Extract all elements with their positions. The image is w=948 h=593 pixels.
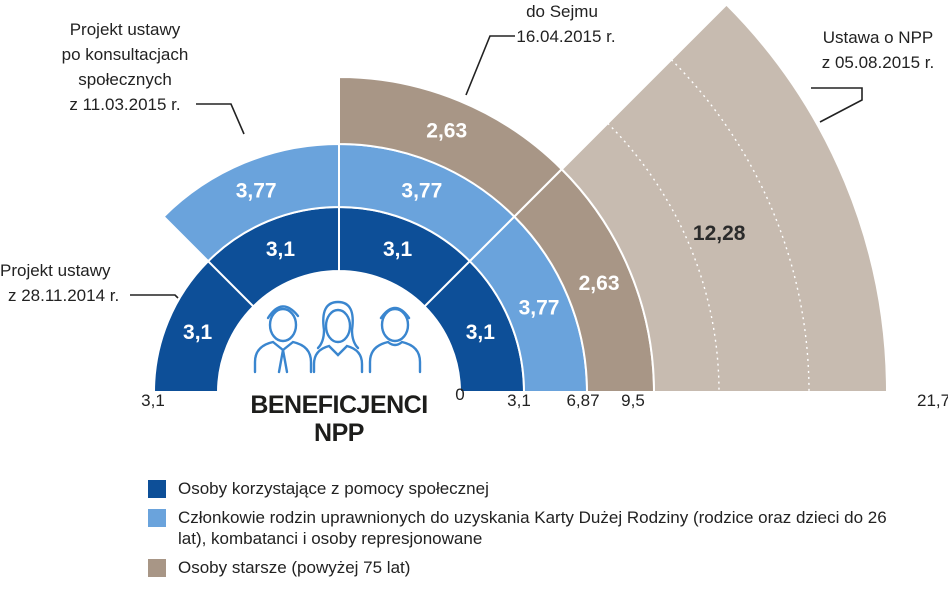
annotation-stage-2-line-3: społecznych (78, 70, 172, 89)
legend-label-elderly: Osoby starsze (powyżej 75 lat) (178, 558, 411, 577)
annotation-stage-3-line-1: do Sejmu (526, 2, 598, 21)
label-stage-3-family: 3,77 (401, 180, 442, 203)
legend-item-social: Osoby korzystające z pomocy społecznej (148, 478, 908, 499)
chart-wedges (152, 3, 889, 393)
label-stage-1-social: 3,1 (183, 321, 213, 344)
chart-title-line-2: NPP (314, 419, 364, 447)
legend-swatch-elderly (148, 559, 166, 577)
dashed-arc-1 (607, 122, 720, 393)
label-stage-3-social: 3,1 (383, 238, 413, 261)
dashed-arc-2 (670, 59, 810, 393)
label-stage-3-elderly: 2,63 (426, 119, 467, 142)
label-stage-4-family: 3,77 (519, 297, 560, 320)
label-stage-2-family: 3,77 (236, 180, 277, 203)
axis-tick-6-87: 6,87 (566, 391, 599, 410)
axis-tick-0: 0 (455, 385, 464, 404)
annotation-stage-2-line-1: Projekt ustawy (70, 20, 181, 39)
axis-tick-21-78: 21,78mln (917, 391, 948, 410)
annotation-stage-1-line-2: z 28.11.2014 r. (8, 286, 119, 305)
people-icon (253, 300, 422, 374)
annotation-stage-2-line-4: z 11.03.2015 r. (69, 95, 180, 114)
label-stage-4-social: 3,1 (466, 321, 496, 344)
annotation-stage-1: Projekt ustawy z 28.11.2014 r. (0, 261, 179, 305)
wedge-stage-3-elderly (338, 75, 564, 219)
annotation-stage-2: Projekt ustawy po konsultacjach społeczn… (62, 20, 245, 135)
annotation-stage-4: Ustawa o NPP z 05.08.2015 r. (811, 28, 934, 123)
wedge-stage-4-elderly_total (560, 3, 889, 393)
wedge-stage-1-social (152, 259, 255, 393)
legend-label-family: Członkowie rodzin uprawnionych do uzyska… (178, 508, 887, 548)
wedge-stage-2-family (162, 142, 340, 263)
axis-tick-9-5: 9,5 (621, 391, 645, 410)
axis-tick-left-3-1: 3,1 (141, 391, 165, 410)
annotation-stage-3-line-2: 16.04.2015 r. (516, 27, 615, 46)
legend-swatch-family (148, 509, 166, 527)
chart-title-line-1: BENEFICJENCI (250, 391, 427, 419)
annotation-stage-2-line-2: po konsultacjach (62, 45, 189, 64)
legend-swatch-social (148, 480, 166, 498)
axis-tick-3-1: 3,1 (507, 391, 531, 410)
legend-item-elderly: Osoby starsze (powyżej 75 lat) (148, 557, 908, 578)
annotation-stage-4-line-1: Ustawa o NPP (823, 28, 934, 47)
annotation-stage-4-line-2: z 05.08.2015 r. (822, 53, 934, 72)
label-stage-2-social: 3,1 (266, 238, 296, 261)
annotation-stage-1-line-1: Projekt ustawy (0, 261, 111, 280)
chart-segment-labels: 3,1 3,1 3,77 3,1 3,77 2,63 3,1 3,77 2,63 12,28 (183, 119, 746, 344)
legend-item-family: Członkowie rodzin uprawnionych do uzyska… (148, 507, 908, 549)
legend-label-social: Osoby korzystające z pomocy społecznej (178, 479, 489, 498)
label-stage-4-elderly_total: 12,28 (693, 222, 746, 245)
legend: Osoby korzystające z pomocy społecznej C… (148, 478, 908, 586)
annotation-stage-3: do Sejmu 16.04.2015 r. (465, 2, 616, 96)
label-stage-4-elderly: 2,63 (579, 272, 620, 295)
